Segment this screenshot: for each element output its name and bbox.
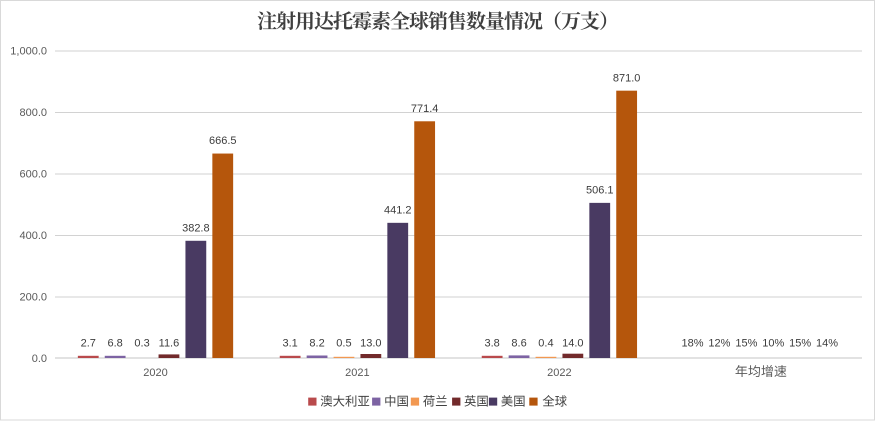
svg-text:18%: 18% — [682, 337, 704, 349]
svg-text:800.0: 800.0 — [19, 107, 47, 119]
svg-text:441.2: 441.2 — [384, 204, 412, 216]
svg-text:0.3: 0.3 — [134, 337, 149, 349]
svg-text:14%: 14% — [816, 337, 838, 349]
svg-text:2.7: 2.7 — [81, 337, 96, 349]
svg-text:400.0: 400.0 — [19, 230, 47, 242]
svg-text:0.5: 0.5 — [336, 337, 351, 349]
svg-text:771.4: 771.4 — [411, 103, 439, 115]
svg-text:1,000.0: 1,000.0 — [10, 46, 47, 58]
svg-text:11.6: 11.6 — [159, 337, 180, 349]
svg-text:382.8: 382.8 — [182, 222, 210, 234]
svg-text:871.0: 871.0 — [613, 72, 641, 84]
svg-text:10%: 10% — [762, 337, 784, 349]
svg-text:15%: 15% — [735, 337, 757, 349]
svg-text:6.8: 6.8 — [108, 337, 123, 349]
svg-text:8.6: 8.6 — [511, 337, 526, 349]
svg-text:12%: 12% — [708, 337, 730, 349]
svg-text:0.0: 0.0 — [32, 353, 47, 365]
svg-text:666.5: 666.5 — [209, 135, 237, 147]
svg-text:0.4: 0.4 — [538, 337, 553, 349]
svg-text:14.0: 14.0 — [562, 337, 583, 349]
svg-text:2021: 2021 — [345, 367, 369, 379]
svg-text:3.1: 3.1 — [283, 337, 298, 349]
svg-text:3.8: 3.8 — [485, 337, 500, 349]
svg-text:2020: 2020 — [143, 367, 167, 379]
svg-text:8.2: 8.2 — [309, 337, 324, 349]
svg-text:2022: 2022 — [547, 367, 571, 379]
svg-text:200.0: 200.0 — [19, 292, 47, 304]
svg-text:600.0: 600.0 — [19, 169, 47, 181]
svg-text:13.0: 13.0 — [360, 337, 381, 349]
svg-text:506.1: 506.1 — [586, 184, 614, 196]
svg-text:15%: 15% — [789, 337, 811, 349]
